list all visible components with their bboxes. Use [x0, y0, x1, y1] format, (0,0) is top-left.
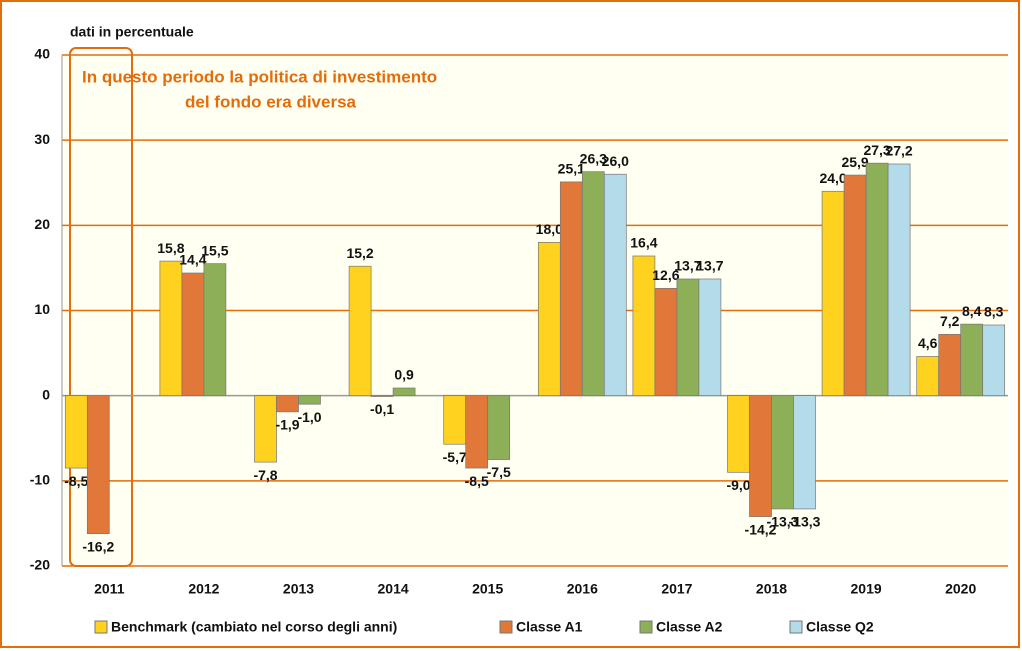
- data-label: -0,1: [370, 401, 394, 417]
- bar: [727, 395, 750, 473]
- data-label: -1,0: [297, 409, 321, 425]
- data-label: 15,2: [346, 245, 373, 261]
- legend-swatch: [94, 620, 108, 634]
- bar: [159, 260, 183, 397]
- bar: [203, 263, 227, 397]
- bar: [654, 288, 678, 397]
- x-tick-label: 2013: [283, 581, 314, 597]
- x-tick-label: 2019: [851, 581, 882, 597]
- bar: [86, 395, 110, 534]
- y-tick-label: 30: [34, 131, 50, 147]
- data-label: 8,4: [962, 303, 982, 319]
- legend-label: Benchmark (cambiato nel corso degli anni…: [111, 619, 397, 635]
- data-label: 26,3: [580, 150, 607, 166]
- x-tick-label: 2018: [756, 581, 787, 597]
- y-tick-label: -20: [30, 557, 50, 573]
- data-label: 4,6: [918, 335, 938, 351]
- y-tick-label: 0: [42, 386, 50, 402]
- bar: [676, 278, 700, 397]
- data-label: 16,4: [630, 235, 657, 251]
- bar: [887, 163, 911, 397]
- data-label: -7,8: [253, 467, 277, 483]
- data-label: 26,0: [602, 153, 629, 169]
- legend-swatch: [789, 620, 803, 634]
- data-label: 8,3: [984, 304, 1004, 320]
- bar: [698, 278, 722, 397]
- legend-swatch: [639, 620, 653, 634]
- bar: [843, 174, 867, 397]
- data-label: 25,1: [558, 161, 585, 177]
- data-label: -8,5: [64, 473, 88, 489]
- bar: [916, 356, 940, 397]
- x-tick-label: 2017: [661, 581, 692, 597]
- data-label: -9,0: [726, 477, 750, 493]
- annotation: In questo periodo la politica di investi…: [82, 67, 437, 86]
- bar: [537, 242, 561, 397]
- y-tick-label: 20: [34, 216, 50, 232]
- x-tick-label: 2014: [378, 581, 409, 597]
- bar: [254, 395, 277, 463]
- legend-label: Classe A1: [516, 619, 583, 635]
- x-tick-label: 2012: [188, 581, 219, 597]
- x-tick-label: 2020: [945, 581, 976, 597]
- data-label: 27,3: [863, 142, 890, 158]
- bar: [603, 173, 627, 397]
- data-label: -1,9: [275, 417, 299, 433]
- x-tick-label: 2016: [567, 581, 598, 597]
- y-tick-label: 10: [34, 301, 50, 317]
- legend-label: Classe A2: [656, 619, 723, 635]
- data-label: 12,6: [652, 267, 679, 283]
- data-label: 18,0: [536, 221, 563, 237]
- data-label: 7,2: [940, 313, 960, 329]
- data-label: 13,7: [674, 258, 701, 274]
- bar: [370, 395, 394, 397]
- data-label: -16,2: [82, 538, 114, 554]
- bar: [938, 333, 962, 397]
- bar: [771, 395, 794, 510]
- data-label: 15,5: [201, 242, 228, 258]
- data-label: 0,9: [394, 367, 414, 383]
- bar: [64, 395, 88, 469]
- legend-label: Classe Q2: [806, 619, 874, 635]
- data-label: 25,9: [841, 154, 868, 170]
- data-label: 14,4: [179, 252, 206, 268]
- y-tick-label: 40: [34, 46, 50, 62]
- y-axis-label: dati in percentuale: [70, 24, 194, 40]
- data-label: -7,5: [487, 464, 511, 480]
- data-label: 27,2: [885, 143, 912, 159]
- y-tick-label: -10: [30, 472, 50, 488]
- x-tick-label: 2011: [94, 581, 125, 597]
- bar: [793, 395, 816, 510]
- bar: [982, 324, 1006, 397]
- bar: [276, 395, 299, 413]
- bar: [392, 387, 416, 397]
- bar: [181, 272, 205, 397]
- bar: [443, 395, 467, 445]
- x-tick-label: 2015: [472, 581, 503, 597]
- data-label: -5,7: [443, 449, 467, 465]
- data-label: -14,2: [745, 521, 777, 537]
- bar: [581, 171, 605, 397]
- legend-swatch: [499, 620, 513, 634]
- data-label: 13,7: [696, 258, 723, 274]
- bar: [865, 162, 889, 397]
- bar: [487, 395, 511, 460]
- data-label: -13,3: [789, 514, 821, 530]
- data-label: -8,5: [465, 473, 489, 489]
- bar: [465, 395, 489, 469]
- annotation: del fondo era diversa: [185, 92, 357, 111]
- bar: [821, 190, 845, 397]
- bar: [960, 323, 984, 397]
- bar: [298, 395, 321, 405]
- bar: [749, 395, 772, 517]
- bar: [559, 181, 583, 397]
- data-label: 15,8: [157, 240, 184, 256]
- data-label: -13,3: [767, 514, 799, 530]
- bar: [348, 265, 372, 397]
- data-label: 24,0: [819, 170, 846, 186]
